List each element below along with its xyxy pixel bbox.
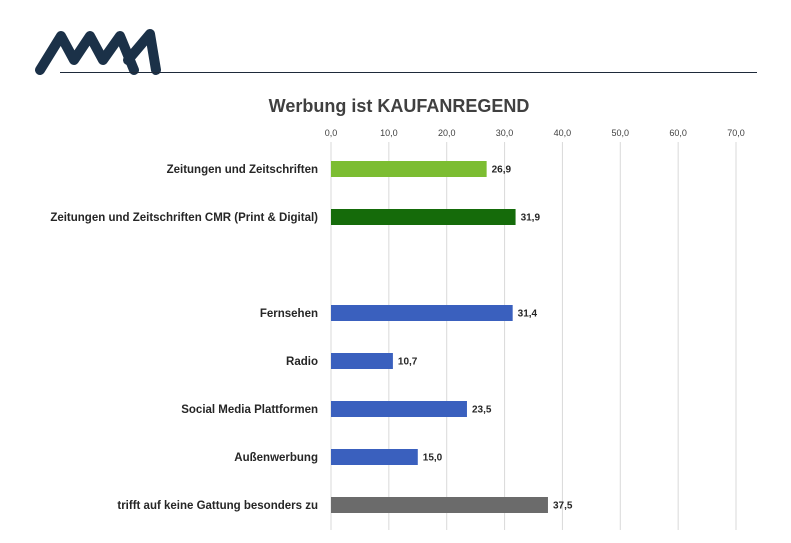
category-label: Zeitungen und Zeitschriften (167, 164, 318, 176)
x-tick-label: 40,0 (554, 128, 572, 138)
x-tick-label: 50,0 (612, 128, 630, 138)
bar (331, 449, 418, 465)
value-labels: 26,9 31,9 31,4 10,7 23,5 15,0 37,5 (398, 165, 573, 512)
category-label: Social Media Plattformen (181, 404, 318, 416)
bar (331, 497, 548, 513)
value-label: 26,9 (492, 165, 512, 176)
bars (331, 161, 548, 513)
value-label: 15,0 (423, 453, 443, 464)
category-label: Außenwerbung (234, 452, 318, 464)
x-tick-label: 70,0 (727, 128, 745, 138)
category-label: Zeitungen und Zeitschriften CMR (Print &… (50, 212, 318, 224)
header-rule (60, 72, 757, 73)
bar (331, 305, 513, 321)
value-label: 23,5 (472, 405, 492, 416)
bar (331, 161, 487, 177)
value-label: 31,4 (518, 309, 538, 320)
value-label: 37,5 (553, 501, 573, 512)
chart-title: Werbung ist KAUFANREGEND (269, 96, 530, 116)
bar (331, 353, 393, 369)
x-tick-label: 60,0 (669, 128, 687, 138)
category-label: Fernsehen (260, 308, 318, 320)
category-label: Radio (286, 356, 318, 368)
ma-logo (35, 29, 161, 75)
grid-layer (330, 142, 737, 530)
value-label: 31,9 (521, 213, 541, 224)
x-tick-label: 0,0 (325, 128, 338, 138)
x-tick-label: 20,0 (438, 128, 456, 138)
category-label: trifft auf keine Gattung besonders zu (117, 500, 318, 512)
bar (331, 401, 467, 417)
value-label: 10,7 (398, 357, 418, 368)
tick-labels: 0,0 10,0 20,0 30,0 40,0 50,0 60,0 70,0 (325, 128, 745, 138)
bar (331, 209, 516, 225)
x-tick-label: 30,0 (496, 128, 514, 138)
category-labels: Zeitungen und Zeitschriften Zeitungen und… (50, 164, 318, 512)
x-tick-label: 10,0 (380, 128, 398, 138)
